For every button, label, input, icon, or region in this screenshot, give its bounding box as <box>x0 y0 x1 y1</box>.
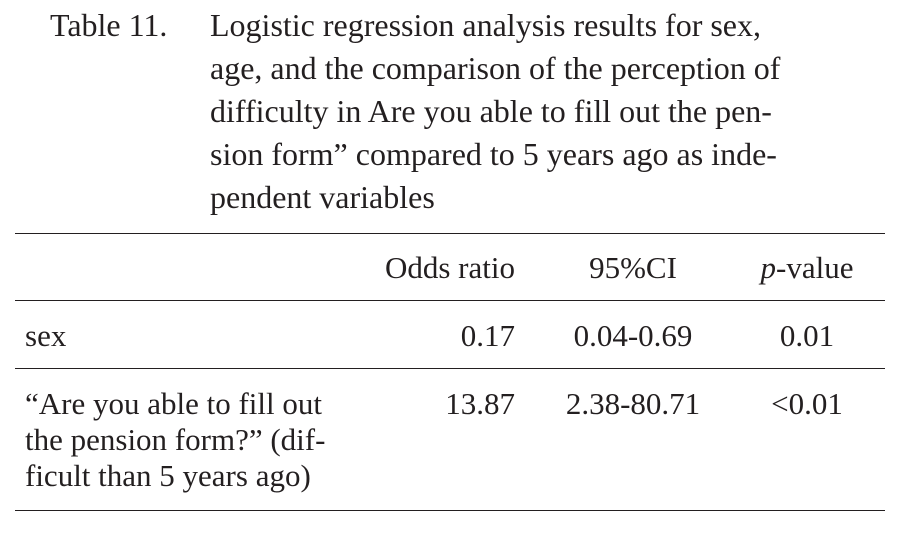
table-number: Table 11. <box>50 7 168 43</box>
table-title-line: difficulty in Are you able to fill out t… <box>210 93 772 129</box>
table-top-rule <box>15 233 885 234</box>
table-header-rule <box>15 300 885 301</box>
sex-confidence-interval: 0.04-0.69 <box>573 318 693 353</box>
pension-form-label-line: ficult than 5 years ago) <box>25 458 311 493</box>
pension-form-row-label: “Are you able to fill out the pension fo… <box>25 386 405 494</box>
table-caption: Table 11. Logistic regression analysis r… <box>50 4 870 219</box>
pension-form-label-line: the pension form?” (dif- <box>25 422 326 457</box>
pension-form-p-value: <0.01 <box>771 386 843 421</box>
table-title-line: age, and the comparison of the perceptio… <box>210 50 781 86</box>
confidence-interval-header: 95%CI <box>589 250 677 285</box>
table-title: Logistic regression analysis results for… <box>210 4 865 219</box>
pension-form-label-line: “Are you able to fill out <box>25 386 322 421</box>
pension-form-odds-ratio: 13.87 <box>445 386 515 421</box>
p-value-header: p-value <box>738 250 876 286</box>
pension-form-confidence-interval: 2.38-80.71 <box>565 386 701 421</box>
odds-ratio-header: Odds ratio <box>384 250 515 285</box>
table-title-line: sion form” compared to 5 years ago as in… <box>210 136 777 172</box>
table-title-line: Logistic regression analysis results for… <box>210 7 761 43</box>
p-value-header-suffix: -value <box>776 250 854 285</box>
table-title-line: pendent variables <box>210 179 435 215</box>
sex-odds-ratio: 0.17 <box>460 318 515 353</box>
p-symbol: p <box>760 250 777 285</box>
sex-p-value: 0.01 <box>779 318 835 353</box>
sex-row-label: sex <box>25 318 67 353</box>
table-bottom-rule <box>15 510 885 511</box>
table-row-rule <box>15 368 885 369</box>
